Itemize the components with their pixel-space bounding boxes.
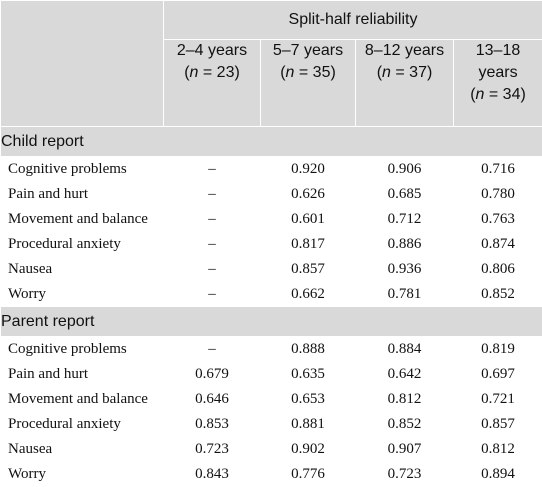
reliability-value: 0.857	[261, 257, 356, 282]
age-group-label: 2–4 years	[164, 40, 260, 62]
reliability-value: –	[164, 207, 261, 232]
reliability-value: 0.781	[356, 282, 454, 307]
row-label: Pain and hurt	[1, 182, 164, 207]
reliability-value: 0.857	[454, 412, 542, 437]
reliability-value: 0.888	[261, 337, 356, 362]
row-label: Movement and balance	[1, 387, 164, 412]
reliability-value: 0.723	[164, 437, 261, 462]
reliability-value: 0.812	[356, 387, 454, 412]
reliability-value: 0.806	[454, 257, 542, 282]
reliability-value: 0.635	[261, 362, 356, 387]
age-group-n: (n = 23)	[164, 62, 260, 84]
row-label: Pain and hurt	[1, 362, 164, 387]
reliability-value: 0.853	[164, 412, 261, 437]
age-group-label: 8–12 years	[356, 40, 453, 62]
reliability-value: 0.642	[356, 362, 454, 387]
reliability-value: 0.723	[356, 462, 454, 487]
reliability-value: –	[164, 282, 261, 307]
reliability-value: 0.907	[356, 437, 454, 462]
section-title: Parent report	[1, 307, 542, 337]
reliability-value: 0.716	[454, 157, 542, 182]
reliability-value: 0.679	[164, 362, 261, 387]
reliability-value: 0.902	[261, 437, 356, 462]
reliability-value: –	[164, 232, 261, 257]
age-group-n: (n = 35)	[261, 62, 355, 84]
age-group-header: 13–18 years (n = 34)	[454, 40, 542, 127]
reliability-value: 0.721	[454, 387, 542, 412]
row-label: Movement and balance	[1, 207, 164, 232]
row-label: Cognitive problems	[1, 157, 164, 182]
reliability-value: 0.852	[356, 412, 454, 437]
reliability-value: 0.884	[356, 337, 454, 362]
reliability-value: 0.601	[261, 207, 356, 232]
reliability-value: 0.685	[356, 182, 454, 207]
reliability-value: 0.881	[261, 412, 356, 437]
row-label: Nausea	[1, 257, 164, 282]
age-group-n: (n = 34)	[454, 84, 542, 106]
section-row: Child report	[1, 127, 542, 157]
reliability-value: –	[164, 337, 261, 362]
reliability-value: 0.819	[454, 337, 542, 362]
reliability-value: 0.817	[261, 232, 356, 257]
age-group-header: 2–4 years (n = 23)	[164, 40, 261, 127]
section-row: Parent report	[1, 307, 542, 337]
reliability-value: –	[164, 157, 261, 182]
reliability-value: –	[164, 182, 261, 207]
reliability-value: 0.936	[356, 257, 454, 282]
reliability-value: 0.920	[261, 157, 356, 182]
age-group-header: 8–12 years (n = 37)	[356, 40, 454, 127]
reliability-value: –	[164, 257, 261, 282]
row-label: Cognitive problems	[1, 337, 164, 362]
reliability-value: 0.626	[261, 182, 356, 207]
reliability-value: 0.662	[261, 282, 356, 307]
reliability-value: 0.646	[164, 387, 261, 412]
header-group-label: Split-half reliability	[164, 1, 542, 40]
age-group-label-line2: years	[454, 62, 542, 84]
section-title: Child report	[1, 127, 542, 157]
header-corner-cell	[1, 1, 164, 127]
reliability-value: 0.886	[356, 232, 454, 257]
reliability-value: 0.812	[454, 437, 542, 462]
reliability-value: 0.894	[454, 462, 542, 487]
row-label: Nausea	[1, 437, 164, 462]
reliability-value: 0.780	[454, 182, 542, 207]
row-label: Worry	[1, 462, 164, 487]
reliability-value: 0.653	[261, 387, 356, 412]
row-label: Worry	[1, 282, 164, 307]
reliability-value: 0.906	[356, 157, 454, 182]
reliability-value: 0.852	[454, 282, 542, 307]
row-label: Procedural anxiety	[1, 232, 164, 257]
age-group-label-line1: 13–18	[454, 40, 542, 62]
reliability-value: 0.763	[454, 207, 542, 232]
age-group-header: 5–7 years (n = 35)	[261, 40, 356, 127]
reliability-value: 0.776	[261, 462, 356, 487]
age-group-label: 5–7 years	[261, 40, 355, 62]
row-label: Procedural anxiety	[1, 412, 164, 437]
reliability-value: 0.697	[454, 362, 542, 387]
reliability-value: 0.843	[164, 462, 261, 487]
reliability-value: 0.712	[356, 207, 454, 232]
reliability-value: 0.874	[454, 232, 542, 257]
age-group-n: (n = 37)	[356, 62, 453, 84]
